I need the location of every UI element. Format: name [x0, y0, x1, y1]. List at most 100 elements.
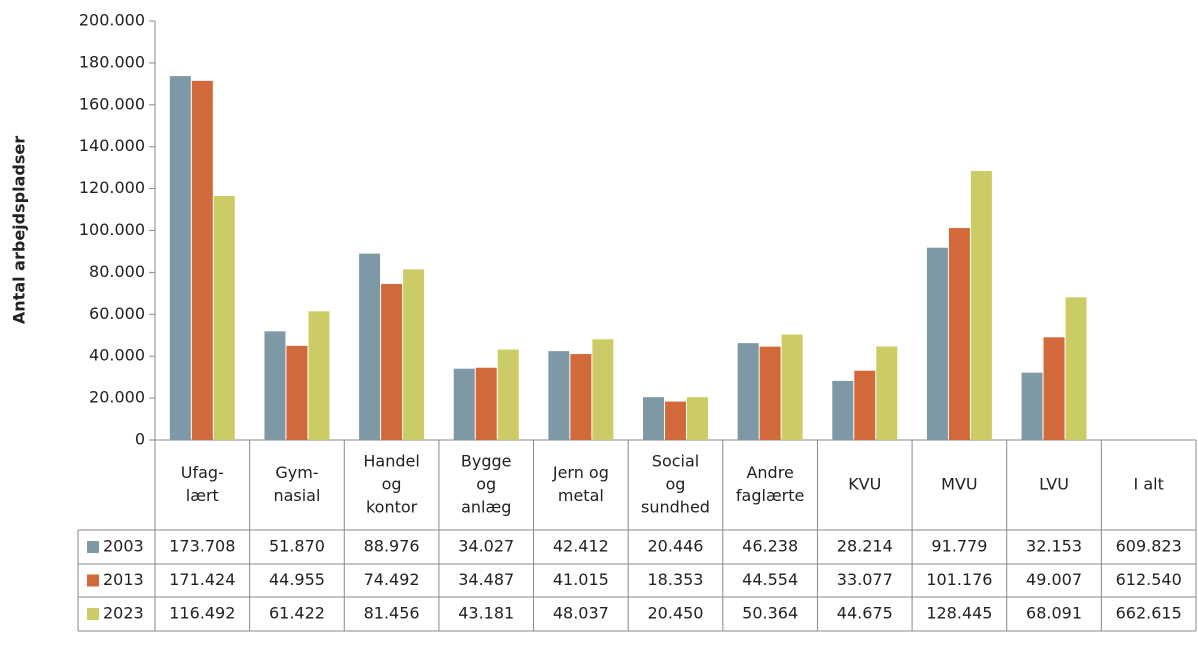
- category-label: KVU: [848, 475, 881, 494]
- bar: [570, 354, 592, 440]
- category-label: Jern og: [552, 463, 609, 482]
- category-label: I alt: [1134, 475, 1164, 494]
- bar: [359, 253, 381, 440]
- category-label: og: [382, 475, 402, 494]
- bar: [970, 170, 992, 441]
- legend-swatch: [87, 541, 99, 553]
- table-total: 612.540: [1116, 570, 1182, 589]
- category-label: metal: [558, 486, 604, 505]
- table-value: 91.779: [931, 537, 987, 556]
- table-value: 68.091: [1026, 604, 1082, 623]
- y-tick-label: 120.000: [79, 178, 145, 197]
- table-value: 43.181: [458, 604, 514, 623]
- category-label: Bygge: [461, 452, 512, 471]
- category-label: lært: [186, 486, 219, 505]
- table-value: 28.214: [837, 537, 893, 556]
- table-value: 20.446: [648, 537, 704, 556]
- table-value: 116.492: [169, 604, 235, 623]
- y-tick-label: 80.000: [89, 262, 145, 281]
- bar: [308, 311, 330, 440]
- category-label: kontor: [366, 498, 418, 517]
- bar: [1043, 337, 1065, 440]
- table-value: 171.424: [169, 570, 235, 589]
- table-value: 50.364: [742, 604, 798, 623]
- legend-label: 2003: [103, 537, 144, 556]
- table-value: 34.487: [458, 570, 514, 589]
- bar: [191, 80, 213, 440]
- bar: [286, 345, 308, 440]
- bar: [1021, 372, 1043, 440]
- y-tick-label: 180.000: [79, 52, 145, 71]
- bar: [453, 368, 475, 440]
- bar: [169, 76, 191, 441]
- category-label: anlæg: [461, 498, 511, 517]
- legend-label: 2023: [103, 604, 144, 623]
- bar: [592, 339, 614, 440]
- bar: [832, 380, 854, 440]
- table-value: 34.027: [458, 537, 514, 556]
- bar: [781, 334, 803, 440]
- table-value: 20.450: [648, 604, 704, 623]
- bar: [926, 247, 948, 440]
- bar: [759, 346, 781, 440]
- bar: [213, 195, 235, 440]
- category-label: og: [476, 475, 496, 494]
- bar: [737, 343, 759, 440]
- bar: [876, 346, 898, 440]
- table-total: 609.823: [1116, 537, 1182, 556]
- table-value: 42.412: [553, 537, 609, 556]
- table-value: 44.554: [742, 570, 798, 589]
- table-value: 49.007: [1026, 570, 1082, 589]
- y-tick-label: 20.000: [89, 388, 145, 407]
- category-label: sundhed: [641, 498, 710, 517]
- table-value: 101.176: [926, 570, 992, 589]
- y-tick-label: 160.000: [79, 94, 145, 113]
- category-label: Handel: [363, 452, 419, 471]
- table-value: 46.238: [742, 537, 798, 556]
- category-label: og: [666, 475, 686, 494]
- table-total: 662.615: [1116, 604, 1182, 623]
- table-value: 61.422: [269, 604, 325, 623]
- table-value: 81.456: [364, 604, 420, 623]
- table-value: 88.976: [364, 537, 420, 556]
- category-label: faglærte: [736, 486, 804, 505]
- bar: [687, 397, 708, 440]
- legend-swatch: [87, 574, 99, 587]
- table-value: 44.675: [837, 604, 893, 623]
- table-value: 44.955: [269, 570, 325, 589]
- table-value: 74.492: [364, 570, 420, 589]
- category-label: MVU: [941, 475, 977, 494]
- table-value: 128.445: [926, 604, 992, 623]
- table-value: 32.153: [1026, 537, 1082, 556]
- category-label: Gym-: [275, 463, 318, 482]
- bar: [665, 401, 686, 440]
- legend-swatch: [87, 608, 99, 620]
- bar: [1065, 297, 1087, 440]
- table-value: 173.708: [169, 537, 235, 556]
- y-tick-label: 60.000: [89, 304, 145, 323]
- category-label: LVU: [1039, 475, 1069, 494]
- category-label: nasial: [273, 486, 320, 505]
- y-tick-label: 100.000: [79, 220, 145, 239]
- table-value: 51.870: [269, 537, 325, 556]
- category-label: Social: [652, 452, 699, 471]
- legend-label: 2013: [103, 570, 144, 589]
- bar: [475, 367, 497, 440]
- y-tick-label: 140.000: [79, 136, 145, 155]
- bar: [403, 269, 425, 440]
- y-tick-label: 200.000: [79, 11, 145, 30]
- bar: [381, 283, 403, 440]
- y-tick-label: 40.000: [89, 346, 145, 365]
- category-label: Andre: [746, 463, 793, 482]
- bar: [497, 349, 519, 440]
- y-axis-title: Antal arbejdspladser: [10, 136, 29, 324]
- bar: [854, 370, 876, 440]
- table-value: 18.353: [648, 570, 704, 589]
- bar: [264, 331, 286, 440]
- table-value: 33.077: [837, 570, 893, 589]
- bar: [548, 351, 570, 440]
- table-value: 48.037: [553, 604, 609, 623]
- bar: [948, 228, 970, 440]
- table-value: 41.015: [553, 570, 609, 589]
